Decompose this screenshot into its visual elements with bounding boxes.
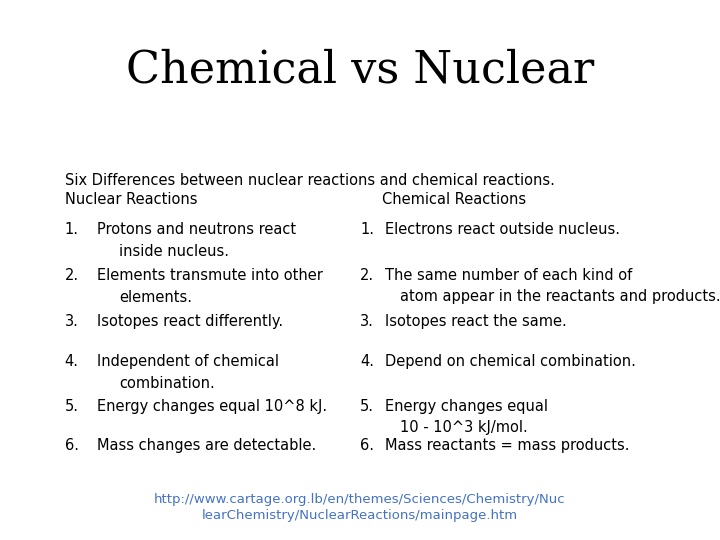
Text: elements.: elements. — [119, 289, 192, 305]
Text: Energy changes equal: Energy changes equal — [385, 399, 548, 414]
Text: 3.: 3. — [65, 314, 78, 329]
Text: inside nucleus.: inside nucleus. — [119, 244, 229, 259]
Text: 3.: 3. — [360, 314, 374, 329]
Text: 2.: 2. — [360, 268, 374, 283]
Text: combination.: combination. — [119, 376, 215, 391]
Text: Isotopes react the same.: Isotopes react the same. — [385, 314, 567, 329]
Text: Elements transmute into other: Elements transmute into other — [97, 268, 323, 283]
Text: 5.: 5. — [65, 399, 78, 414]
Text: 10 - 10^3 kJ/mol.: 10 - 10^3 kJ/mol. — [400, 420, 527, 435]
Text: 1.: 1. — [360, 222, 374, 237]
Text: Isotopes react differently.: Isotopes react differently. — [97, 314, 284, 329]
Text: Chemical Reactions: Chemical Reactions — [382, 192, 526, 207]
Text: 4.: 4. — [65, 354, 78, 369]
Text: Independent of chemical: Independent of chemical — [97, 354, 279, 369]
Text: Six Differences between nuclear reactions and chemical reactions.: Six Differences between nuclear reaction… — [65, 173, 554, 188]
Text: atom appear in the reactants and products.: atom appear in the reactants and product… — [400, 289, 720, 305]
Text: Electrons react outside nucleus.: Electrons react outside nucleus. — [385, 222, 620, 237]
Text: http://www.cartage.org.lb/en/themes/Sciences/Chemistry/Nuc: http://www.cartage.org.lb/en/themes/Scie… — [154, 493, 566, 506]
Text: 1.: 1. — [65, 222, 78, 237]
Text: 6.: 6. — [65, 438, 78, 453]
Text: Depend on chemical combination.: Depend on chemical combination. — [385, 354, 636, 369]
Text: 6.: 6. — [360, 438, 374, 453]
Text: Chemical vs Nuclear: Chemical vs Nuclear — [126, 49, 594, 92]
Text: The same number of each kind of: The same number of each kind of — [385, 268, 632, 283]
Text: 2.: 2. — [65, 268, 79, 283]
Text: Mass reactants = mass products.: Mass reactants = mass products. — [385, 438, 630, 453]
Text: Protons and neutrons react: Protons and neutrons react — [97, 222, 297, 237]
Text: 5.: 5. — [360, 399, 374, 414]
Text: learChemistry/NuclearReactions/mainpage.htm: learChemistry/NuclearReactions/mainpage.… — [202, 509, 518, 522]
Text: Energy changes equal 10^8 kJ.: Energy changes equal 10^8 kJ. — [97, 399, 328, 414]
Text: Mass changes are detectable.: Mass changes are detectable. — [97, 438, 317, 453]
Text: Nuclear Reactions: Nuclear Reactions — [65, 192, 197, 207]
Text: 4.: 4. — [360, 354, 374, 369]
